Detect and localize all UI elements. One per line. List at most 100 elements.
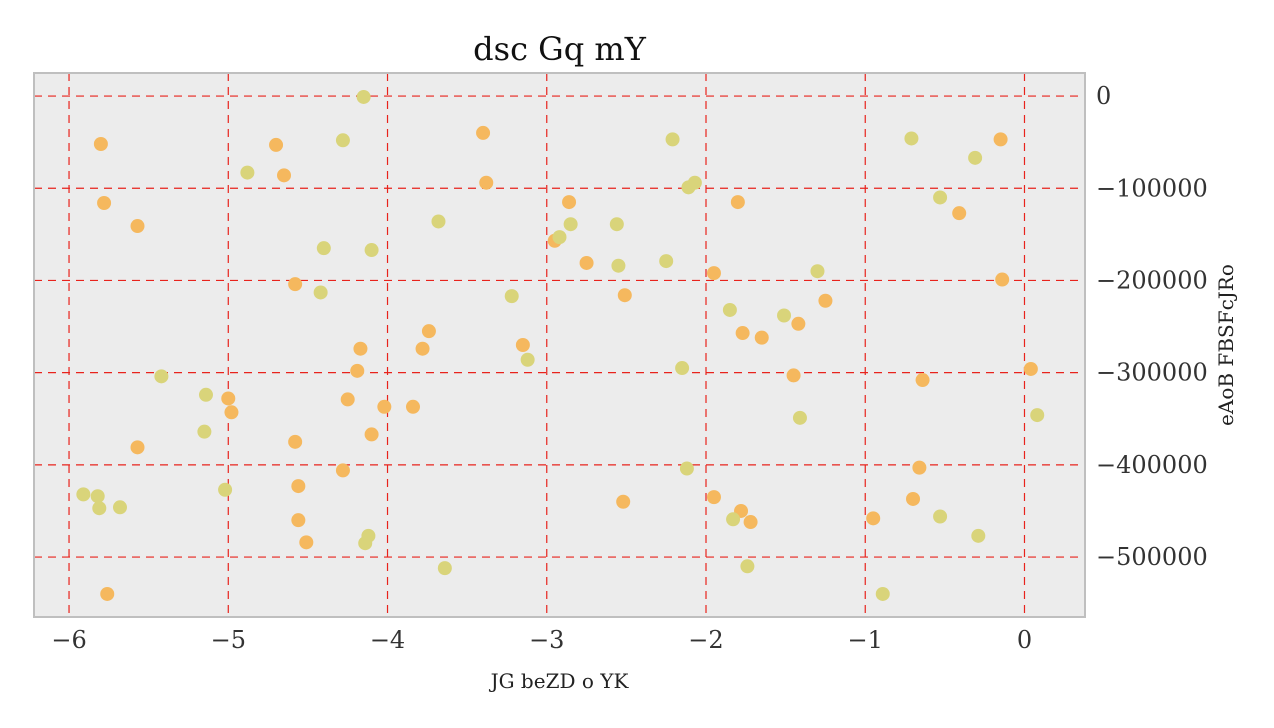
data-point-yellow — [740, 559, 755, 574]
data-point-yellow — [431, 214, 446, 229]
data-point-orange — [93, 136, 108, 151]
data-point-orange — [130, 440, 145, 455]
data-point-yellow — [679, 461, 694, 476]
grid-lines — [34, 73, 1085, 617]
chart-title: dsc Gq mY — [473, 30, 647, 68]
data-point-yellow — [792, 410, 807, 425]
data-point-yellow — [687, 175, 702, 190]
data-point-yellow — [1030, 408, 1045, 423]
data-point-yellow — [90, 489, 105, 504]
x-tick-label: −5 — [211, 626, 246, 654]
data-point-orange — [706, 266, 721, 281]
data-point-yellow — [356, 89, 371, 104]
x-tick-label: 0 — [1017, 626, 1032, 654]
data-point-yellow — [240, 165, 255, 180]
data-point-orange — [221, 391, 236, 406]
data-point-orange — [791, 316, 806, 331]
data-point-orange — [340, 392, 355, 407]
y-tick-label: −200000 — [1096, 266, 1208, 294]
data-point-yellow — [675, 361, 690, 376]
data-point-orange — [743, 515, 758, 530]
x-axis-ticks: −6 −5 −4 −3 −2 −1 0 — [51, 626, 1032, 654]
data-point-orange — [405, 399, 420, 414]
data-point-orange — [818, 293, 833, 308]
data-point-yellow — [552, 230, 567, 245]
y-axis-ticks: 0 −100000 −200000 −300000 −400000 −500000 — [1096, 82, 1208, 571]
data-point-yellow — [313, 285, 328, 300]
data-point-orange — [617, 288, 632, 303]
data-point-orange — [224, 405, 239, 420]
data-point-orange — [730, 195, 745, 210]
x-tick-label: −1 — [848, 626, 883, 654]
data-point-yellow — [76, 487, 91, 502]
data-point-orange — [995, 272, 1010, 287]
data-point-yellow — [726, 512, 741, 527]
data-point-yellow — [112, 500, 127, 515]
data-point-yellow — [335, 133, 350, 148]
data-point-orange — [993, 132, 1008, 147]
data-point-yellow — [609, 217, 624, 232]
data-point-yellow — [92, 501, 107, 516]
plot-frame — [33, 72, 1086, 618]
data-point-yellow — [437, 561, 452, 576]
data-point-orange — [335, 463, 350, 478]
data-point-yellow — [316, 241, 331, 256]
data-point-yellow — [665, 132, 680, 147]
data-point-orange — [915, 373, 930, 388]
data-point-orange — [616, 494, 631, 509]
data-point-yellow — [611, 258, 626, 273]
data-point-orange — [299, 535, 314, 550]
data-point-orange — [1023, 361, 1038, 376]
data-point-orange — [952, 206, 967, 221]
data-point-yellow — [504, 289, 519, 304]
x-tick-label: −4 — [370, 626, 405, 654]
data-point-yellow — [198, 387, 213, 402]
plot-area — [34, 73, 1085, 617]
data-points — [76, 89, 1045, 601]
data-point-yellow — [659, 254, 674, 269]
data-point-orange — [269, 137, 284, 152]
data-point-orange — [97, 196, 112, 211]
x-tick-label: −2 — [688, 626, 723, 654]
y-tick-label: −400000 — [1096, 451, 1208, 479]
x-tick-label: −3 — [529, 626, 564, 654]
data-point-orange — [350, 363, 365, 378]
data-point-yellow — [218, 482, 233, 497]
x-axis-label: JG beZD o YK — [489, 669, 630, 693]
data-point-orange — [377, 399, 392, 414]
data-point-yellow — [971, 528, 986, 543]
data-point-orange — [706, 490, 721, 505]
data-point-orange — [353, 341, 368, 356]
x-tick-label: −6 — [51, 626, 86, 654]
data-point-orange — [288, 277, 303, 292]
data-point-yellow — [520, 352, 535, 367]
data-point-yellow — [777, 308, 792, 323]
data-point-yellow — [197, 424, 212, 439]
data-point-yellow — [364, 243, 379, 258]
data-point-yellow — [968, 150, 983, 165]
y-tick-label: 0 — [1096, 82, 1111, 110]
data-point-yellow — [933, 509, 948, 524]
y-axis-label: eAoB FBSFcJRo — [1214, 264, 1238, 426]
data-point-orange — [912, 460, 927, 475]
data-point-orange — [866, 511, 881, 526]
data-point-orange — [130, 219, 145, 234]
data-point-orange — [291, 479, 306, 494]
data-point-orange — [515, 338, 530, 352]
data-point-orange — [754, 330, 769, 345]
data-point-orange — [562, 195, 577, 210]
data-point-orange — [906, 491, 921, 506]
y-tick-label: −500000 — [1096, 543, 1208, 571]
data-point-orange — [579, 255, 594, 270]
data-point-yellow — [933, 190, 948, 205]
data-point-orange — [288, 434, 303, 449]
y-tick-label: −300000 — [1096, 359, 1208, 387]
data-point-yellow — [875, 586, 890, 601]
data-point-orange — [277, 168, 292, 183]
data-point-orange — [415, 341, 430, 356]
data-point-orange — [735, 326, 750, 341]
data-point-yellow — [904, 131, 919, 146]
data-point-yellow — [722, 302, 737, 317]
data-point-orange — [476, 125, 491, 140]
